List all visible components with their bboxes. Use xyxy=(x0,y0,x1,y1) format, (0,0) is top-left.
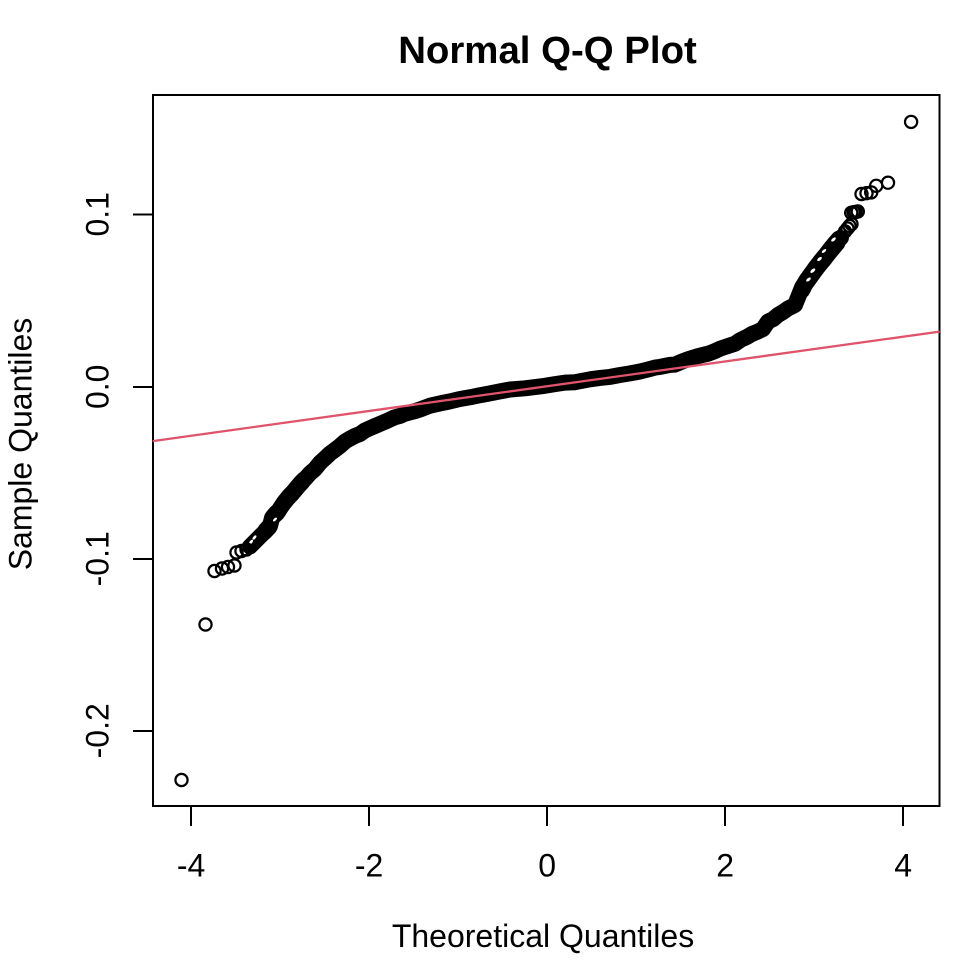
svg-text:0: 0 xyxy=(538,847,556,883)
svg-text:4: 4 xyxy=(894,847,912,883)
svg-text:Sample Quantiles: Sample Quantiles xyxy=(3,318,39,571)
svg-text:Theoretical Quantiles: Theoretical Quantiles xyxy=(392,918,694,954)
svg-text:0.0: 0.0 xyxy=(80,365,116,409)
svg-text:-0.1: -0.1 xyxy=(80,531,116,586)
svg-text:-4: -4 xyxy=(177,847,205,883)
svg-text:-0.2: -0.2 xyxy=(80,703,116,758)
svg-text:-2: -2 xyxy=(355,847,383,883)
svg-text:0.1: 0.1 xyxy=(80,192,116,236)
svg-text:2: 2 xyxy=(716,847,734,883)
svg-text:Normal Q-Q Plot: Normal Q-Q Plot xyxy=(398,29,697,72)
